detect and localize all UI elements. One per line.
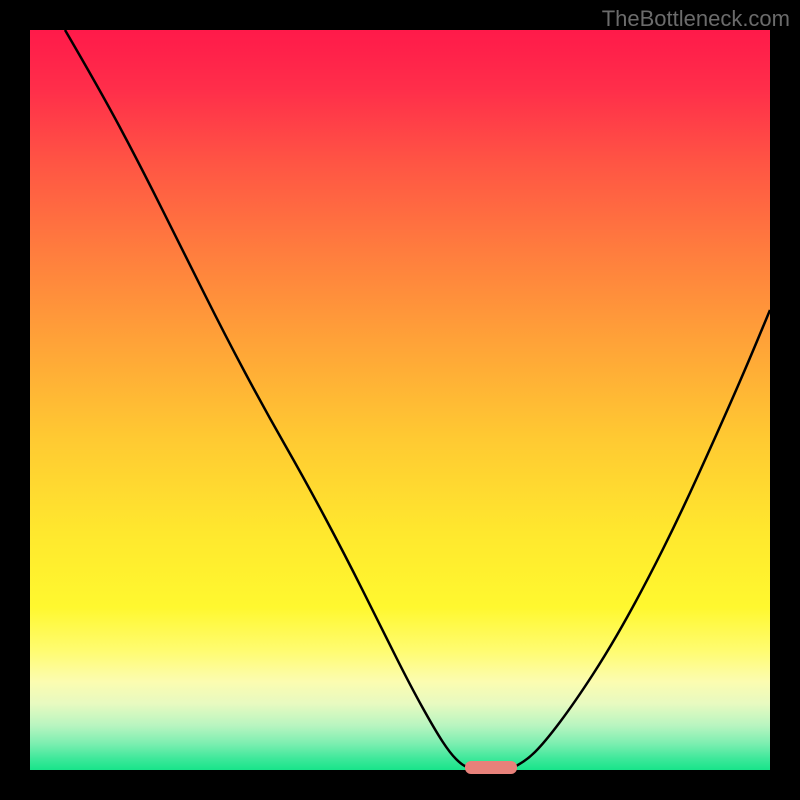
watermark-text: TheBottleneck.com (602, 6, 790, 32)
optimal-range-marker (465, 761, 517, 774)
left-curve (65, 30, 470, 768)
chart-curves (30, 30, 770, 770)
bottleneck-chart (30, 30, 770, 770)
right-curve (512, 310, 770, 768)
